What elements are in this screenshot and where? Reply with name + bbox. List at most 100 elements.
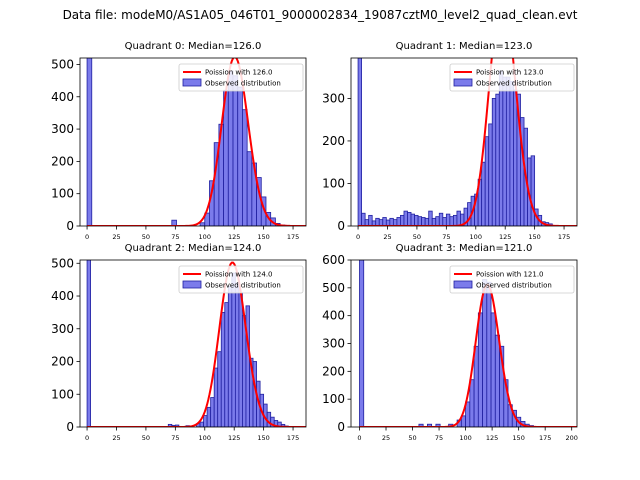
legend-label-observed: Observed distribution bbox=[476, 282, 552, 290]
histogram-bar bbox=[486, 281, 492, 427]
legend-box bbox=[178, 63, 304, 92]
histogram-bar bbox=[469, 379, 475, 427]
y-tick-label: 100 bbox=[51, 387, 74, 401]
y-tick-label: 500 bbox=[322, 281, 345, 295]
y-tick-label: 0 bbox=[66, 219, 74, 233]
axes-frame bbox=[350, 57, 578, 227]
histogram-bar bbox=[227, 285, 233, 427]
y-tick-label: 200 bbox=[51, 355, 74, 369]
histogram-bar bbox=[456, 210, 461, 226]
x-tick-label: 0 bbox=[85, 233, 89, 241]
x-tick-label: 25 bbox=[112, 434, 120, 442]
histogram-bar bbox=[414, 214, 419, 226]
histogram-bar bbox=[217, 351, 222, 427]
x-tick-label: 75 bbox=[171, 233, 179, 241]
panel-title: Quadrant 0: Median=126.0 bbox=[125, 41, 262, 52]
histogram-bar bbox=[418, 423, 424, 427]
legend-label-observed: Observed distribution bbox=[205, 80, 281, 88]
histogram-bar bbox=[449, 216, 454, 226]
histogram-bar bbox=[482, 279, 488, 427]
legend: Poission with 126.0 Observed distribution bbox=[178, 63, 304, 92]
histogram-bar bbox=[407, 211, 412, 226]
x-tick-label: 100 bbox=[199, 434, 211, 442]
y-tick-label: 0 bbox=[66, 420, 74, 434]
histogram-bar bbox=[488, 123, 493, 226]
histogram-bar bbox=[435, 216, 440, 226]
histogram-bar bbox=[382, 217, 387, 226]
y-tick-label: 400 bbox=[322, 309, 345, 323]
plot-area-1 bbox=[357, 58, 577, 226]
legend-bar-swatch bbox=[453, 280, 473, 289]
legend-bar-swatch bbox=[453, 78, 473, 87]
histogram-bar bbox=[491, 98, 497, 226]
histogram-bar bbox=[224, 302, 229, 427]
y-tick-label: 500 bbox=[51, 57, 74, 71]
poisson-fit-line bbox=[87, 261, 306, 427]
histogram-bar bbox=[424, 217, 430, 226]
histogram-bar bbox=[473, 345, 479, 427]
axes-frame bbox=[79, 57, 307, 227]
histogram-bar bbox=[490, 312, 496, 427]
x-tick-label: 0 bbox=[85, 434, 89, 442]
histogram-bar bbox=[361, 212, 366, 226]
histogram-bar bbox=[442, 217, 447, 226]
histogram-bar bbox=[232, 75, 239, 226]
histogram-bar bbox=[199, 222, 206, 226]
panel-title: Quadrant 1: Median=123.0 bbox=[396, 41, 533, 52]
histogram-bar bbox=[495, 93, 500, 226]
x-tick-label: 175 bbox=[558, 233, 570, 241]
histogram-bar bbox=[210, 397, 215, 427]
panel-0: 0 25 50 75 100 125 150 175 0 100 200 300 400 500 Quadr… bbox=[51, 41, 307, 241]
histogram-bar bbox=[266, 411, 272, 427]
histogram-bar bbox=[509, 80, 514, 226]
legend: Poission with 121.0 Observed distribution bbox=[449, 265, 575, 294]
histogram-bar bbox=[206, 406, 212, 427]
histogram-bar bbox=[435, 423, 441, 427]
x-tick-label: 100 bbox=[470, 233, 482, 241]
legend-bar-swatch bbox=[182, 280, 202, 289]
histogram-bar bbox=[445, 213, 451, 226]
x-tick-label: 50 bbox=[142, 434, 150, 442]
legend: Poission with 124.0 Observed distribution bbox=[178, 265, 304, 294]
legend-label-fit: Poission with 123.0 bbox=[476, 69, 544, 77]
legend-label-fit: Poission with 126.0 bbox=[205, 69, 273, 77]
legend-label-observed: Observed distribution bbox=[205, 282, 281, 290]
y-tick-label: 400 bbox=[51, 90, 74, 104]
x-tick-label: 125 bbox=[486, 434, 498, 442]
histogram-bar bbox=[242, 109, 248, 226]
panel-title: Quadrant 3: Median=121.0 bbox=[396, 243, 533, 254]
histogram-bar bbox=[477, 312, 483, 427]
legend-box bbox=[449, 265, 575, 294]
histogram-bar bbox=[246, 151, 253, 226]
x-tick-label: 0 bbox=[356, 233, 360, 241]
y-tick-label: 200 bbox=[322, 364, 345, 378]
x-tick-label: 125 bbox=[228, 233, 240, 241]
x-tick-label: 125 bbox=[228, 434, 240, 442]
y-tick-label: 0 bbox=[337, 420, 345, 434]
y-tick-label: 500 bbox=[51, 256, 74, 270]
legend-bar-swatch bbox=[182, 78, 202, 87]
histogram-bar bbox=[199, 421, 204, 427]
legend-label-observed: Observed distribution bbox=[476, 80, 552, 88]
x-tick-label: 50 bbox=[413, 233, 421, 241]
x-tick-label: 0 bbox=[357, 434, 361, 442]
figure-suptitle: Data file: modeM0/AS1A05_046T01_90000028… bbox=[62, 8, 578, 22]
histogram-bar bbox=[505, 76, 511, 226]
histogram-bar bbox=[368, 214, 373, 226]
panel-1: 0 25 50 75 100 125 150 175 0 100 200 300 Quadrant 1:… bbox=[322, 41, 578, 241]
plot-area-0 bbox=[86, 58, 306, 226]
histogram-bar bbox=[220, 311, 226, 427]
histogram-bar bbox=[245, 305, 250, 427]
histogram-bar bbox=[453, 214, 458, 226]
x-tick-label: 25 bbox=[383, 233, 391, 241]
histogram-bar bbox=[431, 217, 437, 226]
histogram-bar bbox=[86, 260, 91, 427]
histogram-bar bbox=[481, 161, 486, 226]
histogram-bar bbox=[227, 70, 234, 226]
legend-box bbox=[449, 63, 575, 92]
histogram-bar bbox=[484, 136, 490, 226]
x-tick-label: 75 bbox=[442, 233, 450, 241]
histogram-bar bbox=[513, 89, 518, 226]
histogram-bar bbox=[438, 212, 444, 226]
